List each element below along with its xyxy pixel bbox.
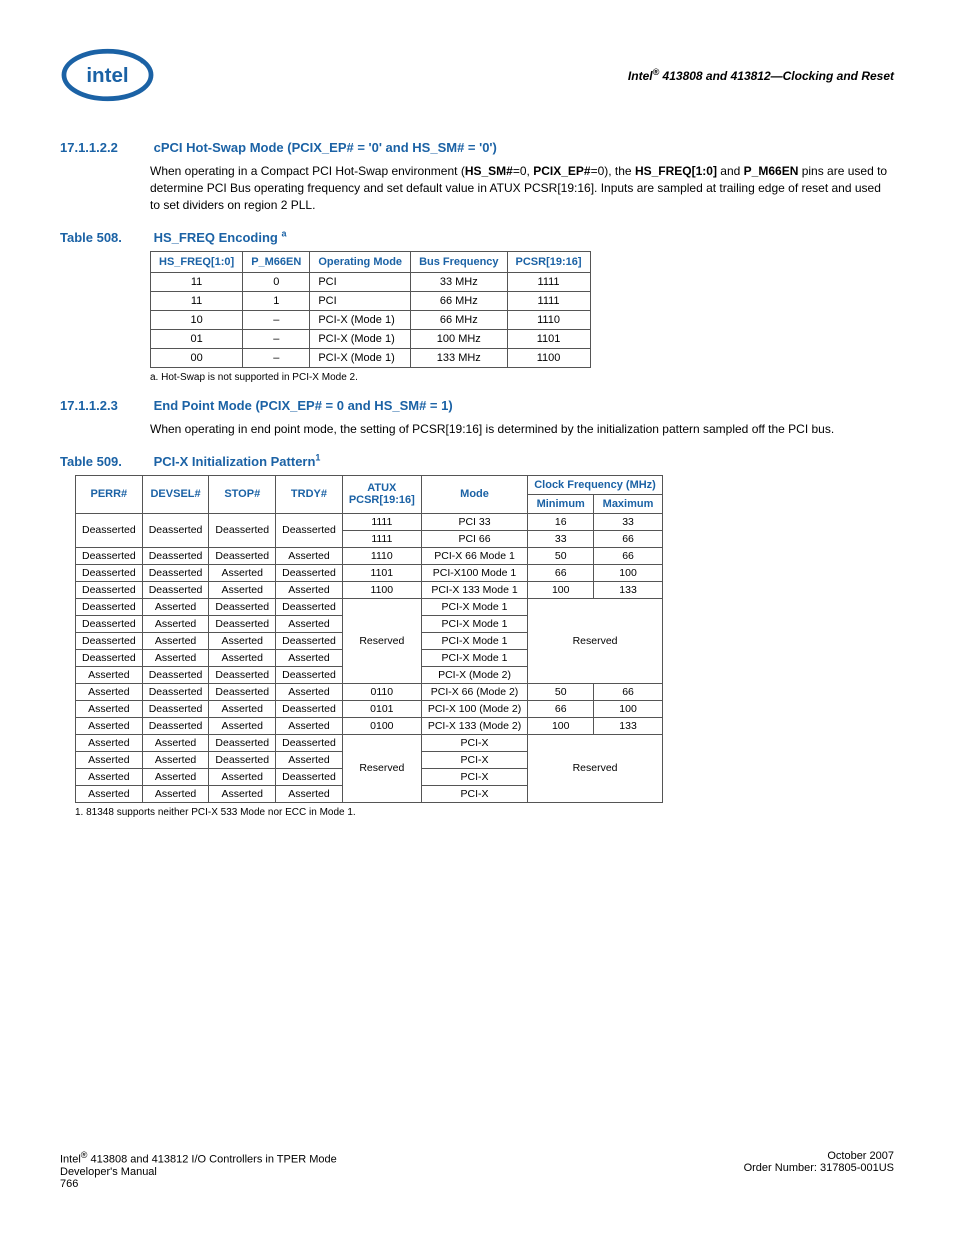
table-row: DeassertedDeassertedDeassertedDeasserted… — [76, 513, 663, 530]
table-509: PERR# DEVSEL# STOP# TRDY# ATUXPCSR[19:16… — [75, 475, 663, 803]
page-footer: Intel® 413808 and 413812 I/O Controllers… — [60, 1150, 894, 1190]
table-number: Table 509. — [60, 454, 150, 469]
table-row: 110PCI33 MHz1111 — [151, 272, 591, 291]
table-508: HS_FREQ[1:0]P_M66ENOperating ModeBus Fre… — [150, 251, 591, 368]
col-perr: PERR# — [76, 475, 143, 513]
table-col-header: PCSR[19:16] — [507, 251, 590, 272]
table-number: Table 508. — [60, 230, 150, 245]
col-min: Minimum — [528, 494, 594, 513]
col-max: Maximum — [594, 494, 663, 513]
section-number: 17.1.1.2.2 — [60, 140, 150, 155]
table-row: DeassertedDeassertedAssertedDeasserted11… — [76, 564, 663, 581]
table-cell: 1111 — [507, 272, 590, 291]
header-title: Intel® 413808 and 413812—Clocking and Re… — [628, 67, 894, 83]
intel-logo: intel — [60, 45, 155, 105]
table-col-header: Bus Frequency — [411, 251, 507, 272]
table-cell: 11 — [151, 272, 243, 291]
col-trdy: TRDY# — [276, 475, 343, 513]
svg-text:intel: intel — [86, 64, 128, 87]
table-cell: 133 MHz — [411, 348, 507, 367]
table-row: 10–PCI-X (Mode 1)66 MHz1110 — [151, 310, 591, 329]
col-devsel: DEVSEL# — [142, 475, 209, 513]
table-cell: 01 — [151, 329, 243, 348]
table-col-header: HS_FREQ[1:0] — [151, 251, 243, 272]
table-row: AssertedDeassertedDeassertedAsserted0110… — [76, 683, 663, 700]
table-row: DeassertedAssertedDeassertedDeassertedRe… — [76, 598, 663, 615]
table-cell: – — [243, 329, 310, 348]
table-509-footnote: 1. 81348 supports neither PCI-X 533 Mode… — [75, 807, 894, 818]
footer-right: October 2007 Order Number: 317805-001US — [744, 1150, 894, 1190]
footer-page-number: 766 — [60, 1178, 337, 1190]
section-body: When operating in end point mode, the se… — [150, 421, 894, 438]
section-title: End Point Mode (PCIX_EP# = 0 and HS_SM# … — [154, 398, 453, 413]
table-cell: 10 — [151, 310, 243, 329]
table-row: AssertedDeassertedAssertedAsserted0100PC… — [76, 717, 663, 734]
table-title-text: PCI-X Initialization Pattern1 — [154, 454, 321, 469]
table-cell: 1100 — [507, 348, 590, 367]
col-atux: ATUXPCSR[19:16] — [342, 475, 421, 513]
table-cell: 11 — [151, 291, 243, 310]
section-title: cPCI Hot-Swap Mode (PCIX_EP# = '0' and H… — [154, 140, 497, 155]
table-cell: PCI-X (Mode 1) — [310, 329, 411, 348]
table-cell: PCI — [310, 291, 411, 310]
table-508-title: Table 508. HS_FREQ Encoding a — [60, 228, 894, 244]
table-col-header: P_M66EN — [243, 251, 310, 272]
table-row: DeassertedDeassertedAssertedAsserted1100… — [76, 581, 663, 598]
table-row: AssertedAssertedDeassertedDeassertedRese… — [76, 734, 663, 751]
section-number: 17.1.1.2.3 — [60, 398, 150, 413]
col-stop: STOP# — [209, 475, 276, 513]
table-row: 00–PCI-X (Mode 1)133 MHz1100 — [151, 348, 591, 367]
table-509-title: Table 509. PCI-X Initialization Pattern1 — [60, 453, 894, 469]
table-cell: 1 — [243, 291, 310, 310]
footer-left: Intel® 413808 and 413812 I/O Controllers… — [60, 1150, 337, 1190]
table-cell: 1101 — [507, 329, 590, 348]
col-clock-freq: Clock Frequency (MHz) — [528, 475, 663, 494]
table-title-text: HS_FREQ Encoding a — [154, 230, 287, 245]
table-row: AssertedDeassertedAssertedDeasserted0101… — [76, 700, 663, 717]
table-cell: 1110 — [507, 310, 590, 329]
table-cell: 1111 — [507, 291, 590, 310]
table-cell: PCI-X (Mode 1) — [310, 348, 411, 367]
footer-date: October 2007 — [744, 1150, 894, 1162]
footer-order-number: Order Number: 317805-001US — [744, 1162, 894, 1174]
table-cell: – — [243, 310, 310, 329]
table-row: 111PCI66 MHz1111 — [151, 291, 591, 310]
table-cell: – — [243, 348, 310, 367]
section-heading-17-1-1-2-3: 17.1.1.2.3 End Point Mode (PCIX_EP# = 0 … — [60, 398, 894, 413]
page-header: intel Intel® 413808 and 413812—Clocking … — [60, 45, 894, 105]
table-cell: 00 — [151, 348, 243, 367]
table-508-footnote: a. Hot-Swap is not supported in PCI-X Mo… — [150, 372, 894, 383]
footer-doc-title: Intel® 413808 and 413812 I/O Controllers… — [60, 1150, 337, 1166]
table-cell: PCI-X (Mode 1) — [310, 310, 411, 329]
table-cell: PCI — [310, 272, 411, 291]
col-mode: Mode — [421, 475, 527, 513]
table-cell: 66 MHz — [411, 291, 507, 310]
table-col-header: Operating Mode — [310, 251, 411, 272]
section-body: When operating in a Compact PCI Hot-Swap… — [150, 163, 894, 213]
table-cell: 33 MHz — [411, 272, 507, 291]
section-heading-17-1-1-2-2: 17.1.1.2.2 cPCI Hot-Swap Mode (PCIX_EP# … — [60, 140, 894, 155]
table-row: DeassertedDeassertedDeassertedAsserted11… — [76, 547, 663, 564]
table-cell: 0 — [243, 272, 310, 291]
table-cell: 66 MHz — [411, 310, 507, 329]
table-cell: 100 MHz — [411, 329, 507, 348]
table-row: 01–PCI-X (Mode 1)100 MHz1101 — [151, 329, 591, 348]
footer-doc-type: Developer's Manual — [60, 1166, 337, 1178]
